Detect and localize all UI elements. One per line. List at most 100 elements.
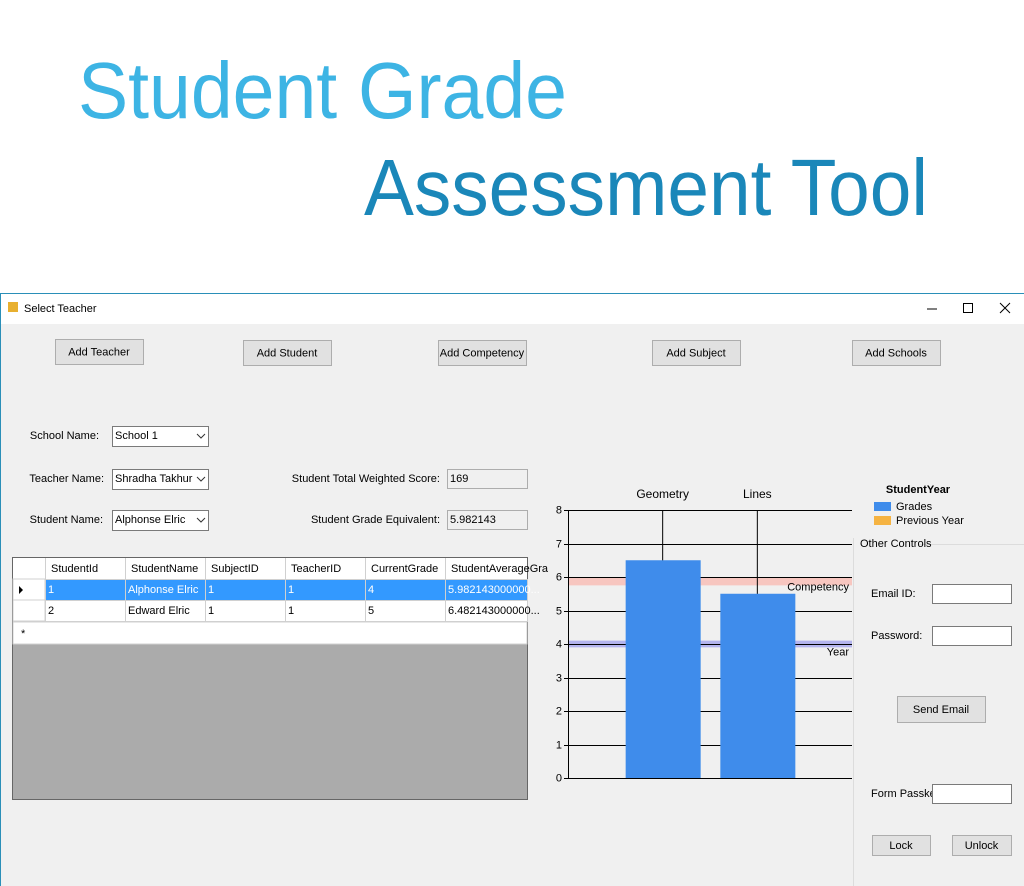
combo-arrow	[196, 433, 206, 439]
button-label: Add Subject	[666, 347, 725, 359]
form-label: Email ID:	[871, 588, 916, 600]
combo-box[interactable]	[112, 510, 209, 531]
row-header	[12, 578, 46, 601]
cell[interactable]	[285, 579, 366, 601]
cell-text: 2	[48, 605, 54, 617]
form-label: Student Total Weighted Score:	[292, 473, 440, 485]
column-header: StudentName	[131, 563, 198, 575]
button[interactable]	[897, 696, 986, 723]
y-tick-label: 5	[556, 605, 562, 617]
readonly-value: 169	[450, 473, 468, 485]
cell[interactable]	[205, 579, 286, 601]
y-tick-label: 6	[556, 571, 562, 583]
combo-box[interactable]	[112, 469, 209, 490]
combo-arrow	[196, 517, 206, 523]
cell-text: 4	[368, 584, 374, 596]
column-header: StudentAverageGra	[451, 563, 549, 575]
window-title: Select Teacher	[24, 303, 97, 315]
title-bar	[1, 294, 1024, 324]
y-tick-label: 3	[556, 672, 562, 684]
cell-text: 1	[288, 584, 294, 596]
form-label: Form Passkey:	[871, 788, 944, 800]
cell-text: Edward Elric	[128, 605, 190, 617]
new-row	[12, 621, 528, 645]
y-tick-label: 7	[556, 538, 562, 550]
cell[interactable]	[285, 600, 366, 622]
form-label: Teacher Name:	[29, 473, 104, 485]
cell-text: 1	[288, 605, 294, 617]
app-icon	[8, 302, 18, 312]
legend-label: Previous Year	[896, 515, 964, 527]
row-header	[12, 599, 46, 622]
cell[interactable]	[205, 600, 286, 622]
combo-value: Shradha Takhur	[115, 473, 193, 485]
column-header: StudentId	[51, 563, 98, 575]
button-label: Unlock	[965, 840, 999, 852]
button-label: Send Email	[913, 704, 969, 716]
button-label: Lock	[889, 840, 913, 852]
button[interactable]	[872, 835, 931, 856]
form-label: Student Grade Equivalent:	[311, 514, 440, 526]
column-header: TeacherID	[291, 563, 341, 575]
strip-label: Year	[827, 646, 850, 658]
readonly-value: 5.982143	[450, 514, 496, 526]
form-label: Student Name:	[30, 514, 103, 526]
combo-arrow	[196, 476, 206, 482]
cell-text: 6.482143000000...	[448, 605, 540, 617]
cell-text: Alphonse Elric	[128, 584, 199, 596]
button[interactable]	[652, 340, 741, 366]
button-label: Add Schools	[865, 347, 927, 359]
form-label: School Name:	[30, 430, 99, 442]
text-box[interactable]	[932, 626, 1012, 646]
cell[interactable]	[45, 579, 126, 601]
combo-value: Alphonse Elric	[115, 514, 186, 526]
cell-text: 1	[48, 584, 54, 596]
readonly-box	[447, 469, 528, 489]
legend-title: StudentYear	[886, 484, 951, 496]
title-line1: Student Grade	[78, 46, 567, 135]
y-tick-label: 8	[556, 504, 562, 516]
readonly-box	[447, 510, 528, 530]
button-label: Add Teacher	[68, 346, 130, 358]
button[interactable]	[952, 835, 1012, 856]
cell-text: 1	[208, 584, 214, 596]
text-box[interactable]	[932, 584, 1012, 604]
cell-text: 5.982143000000...	[448, 584, 540, 596]
strip-line	[568, 577, 852, 586]
button[interactable]	[852, 340, 941, 366]
strip-label: Competency	[787, 581, 849, 593]
y-tick-label: 1	[556, 739, 562, 751]
bar	[720, 593, 796, 778]
grid-header	[13, 558, 527, 579]
x-tick-label: Lines	[743, 487, 772, 501]
y-tick-label: 0	[556, 772, 562, 784]
cell[interactable]	[365, 600, 446, 622]
group-title: Other Controls	[860, 538, 932, 550]
text-box[interactable]	[932, 784, 1012, 804]
x-tick-label: Geometry	[636, 487, 689, 501]
title-line2: Assessment Tool	[364, 143, 928, 232]
close[interactable]	[999, 302, 1011, 314]
button-label: Add Student	[257, 347, 318, 359]
cell-text: 5	[368, 605, 374, 617]
button[interactable]	[438, 340, 527, 366]
combo-box[interactable]	[112, 426, 209, 447]
form-label: Password:	[871, 630, 922, 642]
y-tick-label: 2	[556, 705, 562, 717]
button[interactable]	[55, 339, 144, 365]
cell-text: 1	[208, 605, 214, 617]
button-label: Add Competency	[440, 347, 525, 359]
cell[interactable]	[45, 600, 126, 622]
button[interactable]	[243, 340, 332, 366]
y-tick-label: 4	[556, 638, 562, 650]
column-header: SubjectID	[211, 563, 259, 575]
legend-swatch	[874, 516, 891, 525]
combo-value: School 1	[115, 430, 158, 442]
maximize[interactable]	[963, 303, 973, 313]
bar	[625, 560, 701, 778]
legend-label: Grades	[896, 501, 933, 513]
cell[interactable]	[365, 579, 446, 601]
row-selector	[19, 586, 23, 594]
